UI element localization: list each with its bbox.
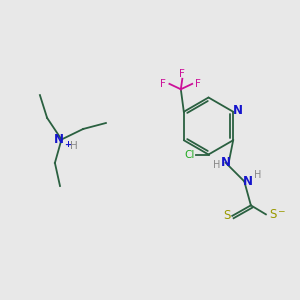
Text: F: F [179, 69, 185, 79]
Text: H: H [254, 170, 262, 180]
Text: N: N [54, 133, 64, 146]
Text: −: − [277, 206, 285, 215]
Text: N: N [221, 156, 231, 169]
Text: Cl: Cl [185, 149, 195, 160]
Text: N: N [233, 104, 243, 117]
Text: N: N [243, 175, 253, 188]
Text: S: S [269, 208, 276, 221]
Text: F: F [195, 79, 201, 89]
Text: +: + [64, 140, 72, 148]
Text: H: H [213, 160, 220, 170]
Text: S: S [223, 209, 231, 222]
Text: H: H [70, 140, 78, 151]
Text: F: F [160, 79, 166, 89]
